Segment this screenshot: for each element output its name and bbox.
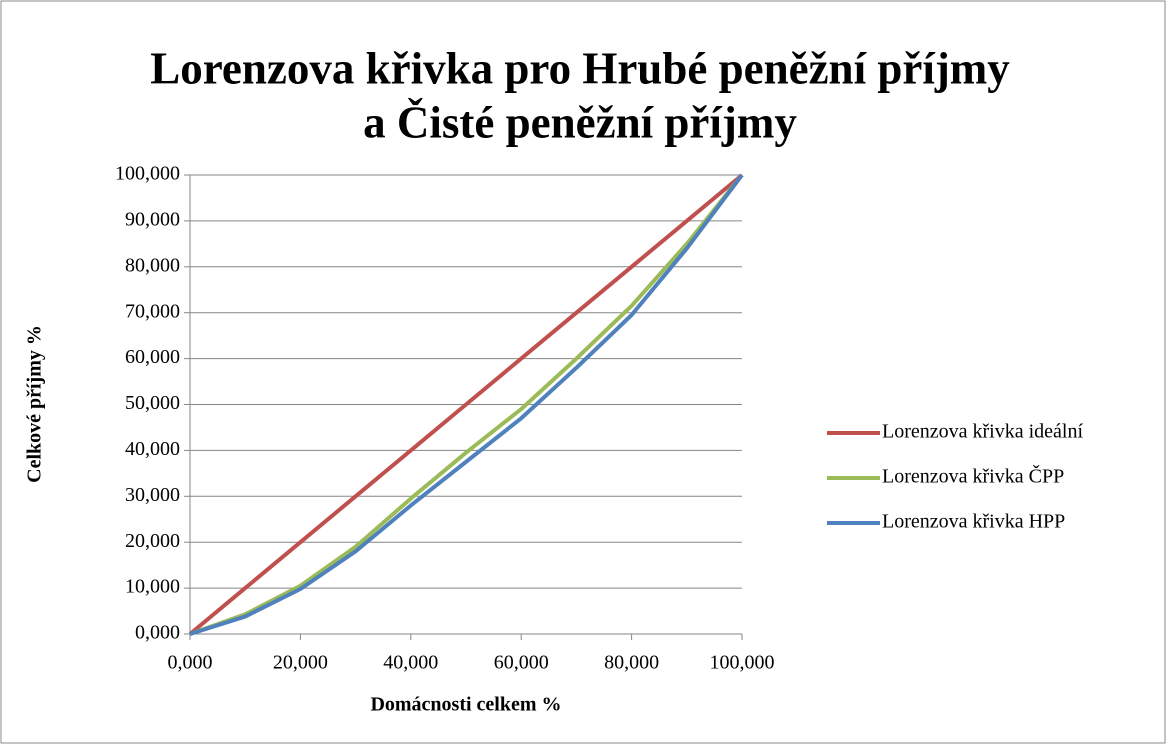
y-tick-label: 60,000: [125, 346, 180, 368]
y-tick-label: 50,000: [125, 392, 180, 414]
y-tick-label: 100,000: [115, 163, 180, 185]
x-axis-label: Domácnosti celkem %: [370, 694, 561, 716]
y-tick-label: 20,000: [125, 530, 180, 552]
chart-title: a Čisté peněžní příjmy: [363, 97, 797, 147]
x-tick-label: 100,000: [710, 652, 775, 674]
y-tick-label: 0,000: [135, 622, 180, 644]
y-tick-label: 10,000: [125, 576, 180, 598]
y-tick-label: 40,000: [125, 438, 180, 460]
y-tick-label: 90,000: [125, 208, 180, 230]
x-tick-label: 20,000: [273, 652, 328, 674]
line-series: [189, 173, 744, 636]
chart-title: Lorenzova křivka pro Hrubé peněžní příjm…: [150, 43, 1010, 93]
legend-label: Lorenzova křivka ideální: [882, 421, 1083, 443]
legend-label: Lorenzova křivka HPP: [882, 511, 1065, 533]
line-series: [189, 173, 744, 636]
y-tick-label: 30,000: [125, 484, 180, 506]
x-tick-label: 80,000: [604, 652, 659, 674]
line-series: [188, 173, 744, 636]
x-tick-label: 40,000: [383, 652, 438, 674]
y-tick-label: 80,000: [125, 254, 180, 276]
x-tick-label: 0,000: [168, 652, 213, 674]
legend-label: Lorenzova křivka ČPP: [882, 464, 1064, 488]
y-tick-label: 70,000: [125, 300, 180, 322]
x-tick-label: 60,000: [494, 652, 549, 674]
y-axis-label: Celkové příjmy %: [24, 325, 46, 483]
